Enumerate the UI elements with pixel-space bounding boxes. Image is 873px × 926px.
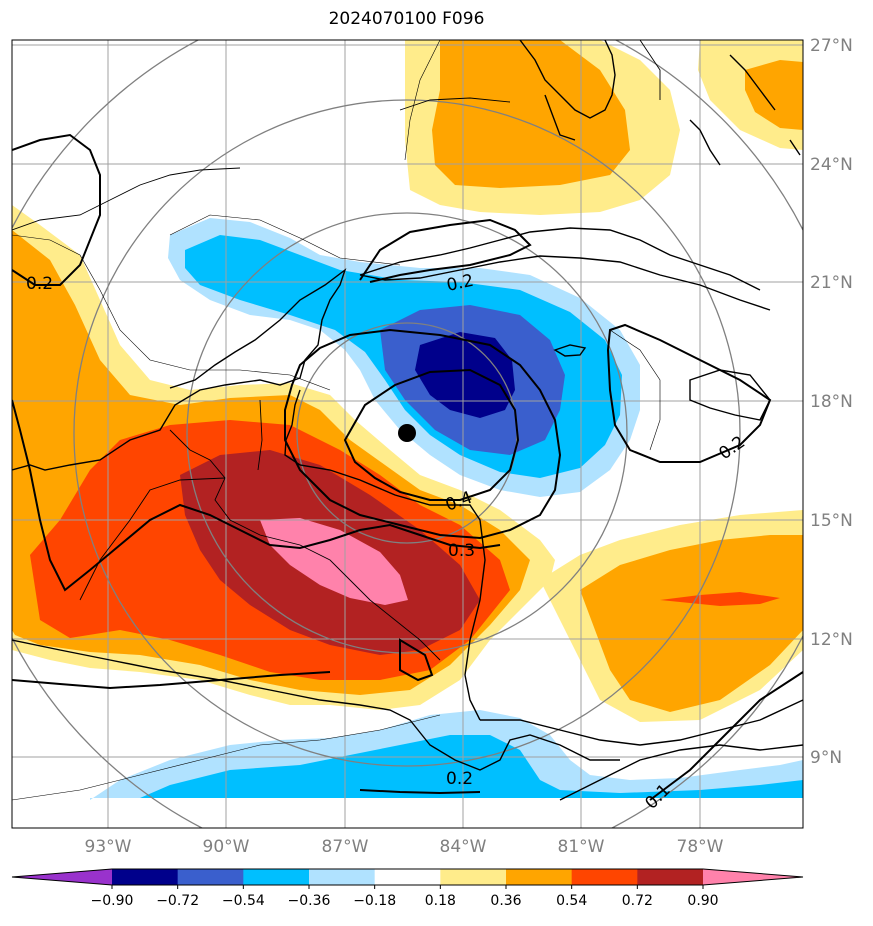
lat-label-15n: 15°N [810, 511, 853, 531]
colorbar-segment [571, 869, 638, 885]
warm-anomaly-central-america [12, 205, 555, 710]
colorbar-tick-label: 0.90 [687, 893, 718, 909]
colorbar-tick-label: 0.72 [622, 893, 653, 909]
contour-label-1: 0.2 [26, 274, 53, 294]
contour-label-6: 0.2 [446, 769, 473, 789]
lat-label-24n: 24°N [810, 155, 853, 175]
colorbar-tick-label: −0.72 [156, 893, 199, 909]
lon-label-78w: 78°W [677, 837, 724, 857]
cold-anomaly-gulf-honduras [168, 218, 640, 497]
longitude-labels: 93°W 90°W 87°W 84°W 81°W 78°W [85, 837, 724, 857]
lon-label-84w: 84°W [440, 837, 487, 857]
colorbar-tick-label: −0.90 [91, 893, 134, 909]
lon-label-87w: 87°W [322, 837, 369, 857]
colorbar-segments [11, 868, 804, 886]
colorbar-tick-label: 0.18 [425, 893, 456, 909]
distance-rings [12, 40, 803, 828]
colorbar-extend-high [703, 869, 803, 885]
latitude-labels: 27°N 24°N 21°N 18°N 15°N 12°N 9°N [810, 36, 853, 768]
colorbar-segment [112, 869, 179, 885]
contour-label-5: 0.3 [448, 541, 475, 561]
colorbar-segment [243, 869, 310, 885]
lat-label-27n: 27°N [810, 36, 853, 56]
bold-contours [12, 133, 803, 801]
colorbar: −0.90 −0.72 −0.54 −0.36 −0.18 0.18 0.36 0.54 0.7… [11, 868, 804, 909]
lon-label-81w: 81°W [558, 837, 605, 857]
storm-center-marker [398, 424, 416, 442]
lat-label-9n: 9°N [810, 748, 842, 768]
colorbar-tick-label: −0.54 [222, 893, 265, 909]
warm-anomaly-bahamas [698, 40, 803, 150]
colorbar-segment [374, 869, 441, 885]
lon-label-90w: 90°W [203, 837, 250, 857]
coastlines [12, 40, 803, 801]
colorbar-extend-low [12, 869, 112, 885]
colorbar-segment [506, 869, 573, 885]
warm-anomaly-caribbean-east [540, 510, 803, 722]
map-frame [11, 39, 804, 829]
colorbar-segment [440, 869, 507, 885]
country-borders [12, 40, 661, 661]
colorbar-ticks: −0.90 −0.72 −0.54 −0.36 −0.18 0.18 0.36 0.54 0.7… [91, 885, 719, 909]
lat-label-12n: 12°N [810, 630, 853, 650]
colorbar-tick-label: −0.36 [288, 893, 331, 909]
map-title: 2024070100 F096 [328, 9, 485, 29]
lat-label-18n: 18°N [810, 392, 853, 412]
thin-contours [12, 40, 661, 801]
colorbar-segment [637, 869, 704, 885]
lon-label-93w: 93°W [85, 837, 132, 857]
map-content: 0.2 0.2 0.2 0.4 0.3 0.2 0.1 [12, 40, 803, 828]
field-pink [260, 518, 408, 605]
colorbar-segment [309, 869, 376, 885]
warm-anomaly-florida [405, 40, 680, 215]
colorbar-tick-label: 0.54 [556, 893, 587, 909]
lat-label-21n: 21°N [810, 273, 853, 293]
colorbar-segment [177, 869, 244, 885]
colorbar-tick-label: 0.36 [490, 893, 521, 909]
graticule [12, 40, 803, 828]
colorbar-tick-label: −0.18 [353, 893, 396, 909]
